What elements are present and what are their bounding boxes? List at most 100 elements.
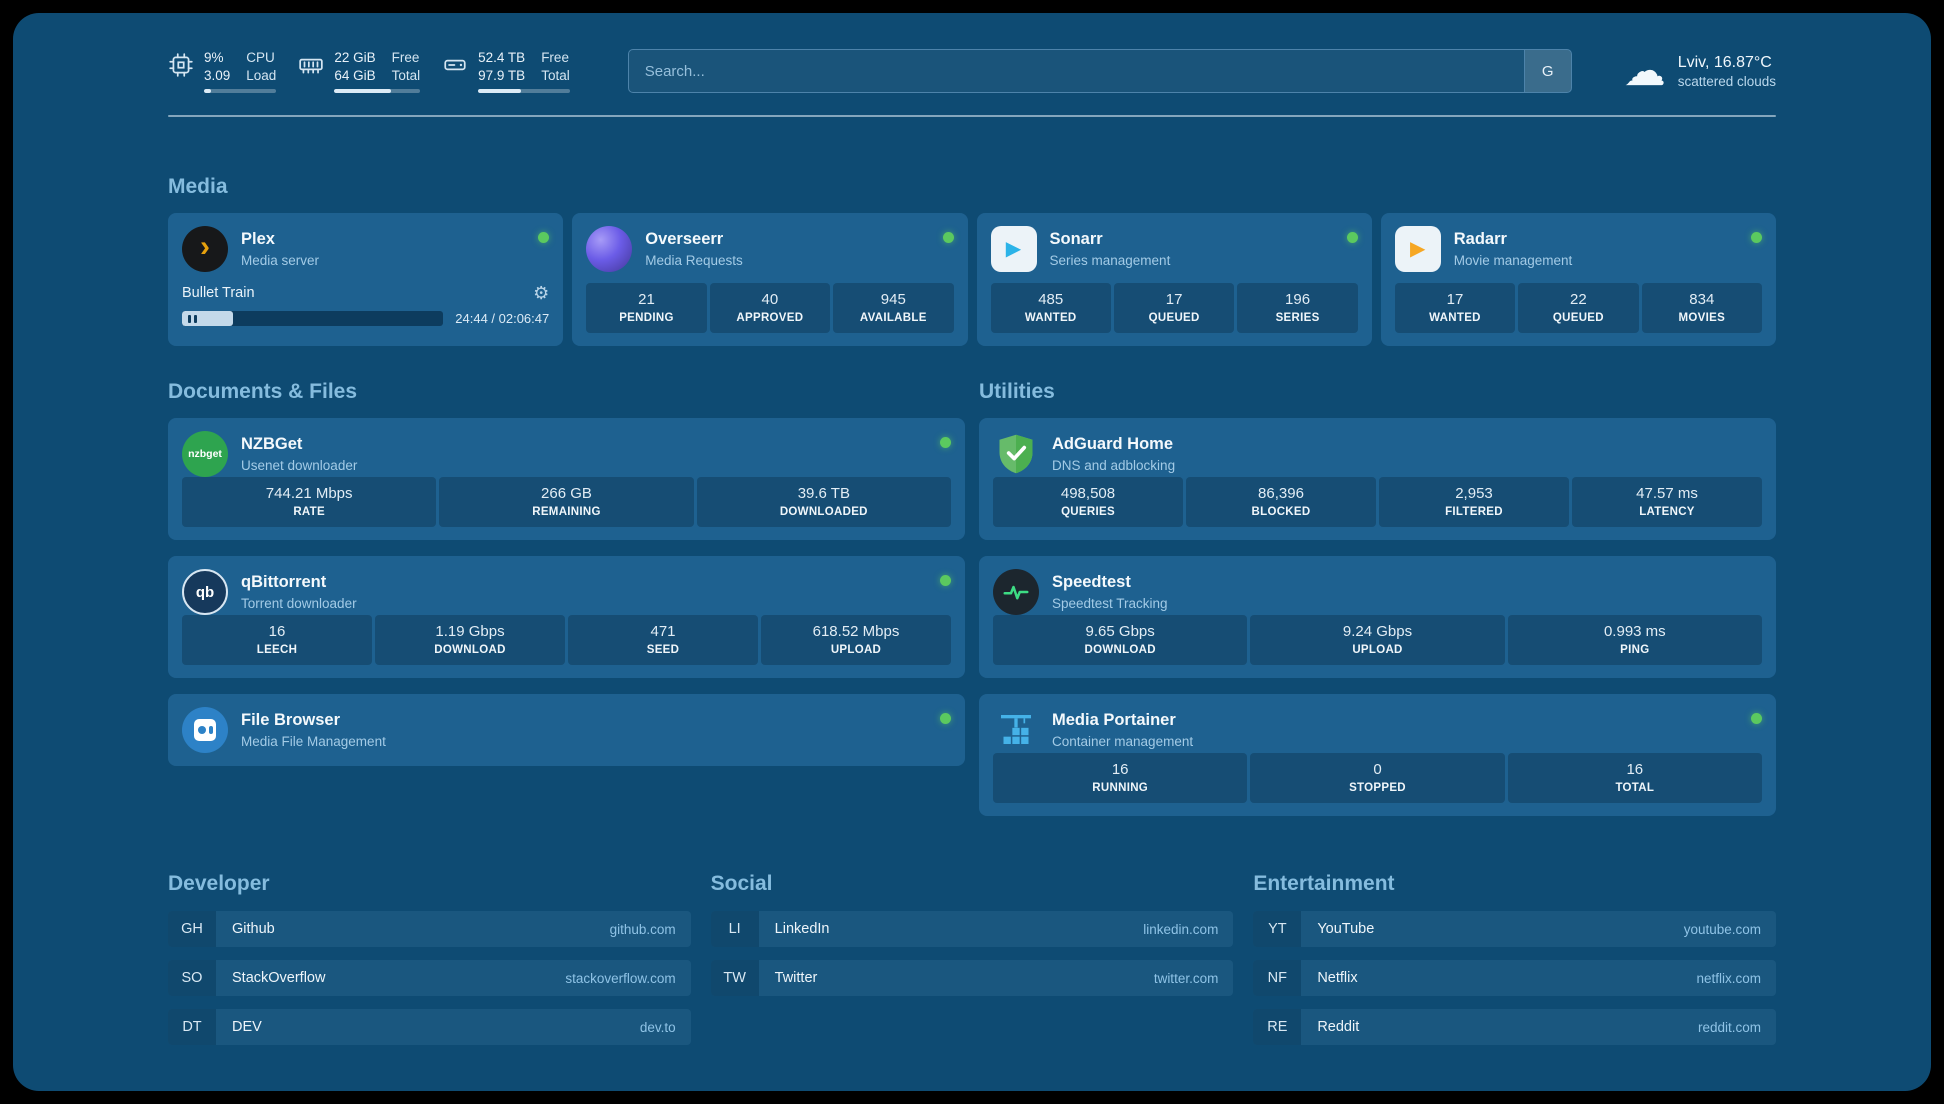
stat-stopped: 0 STOPPED [1250,753,1505,804]
playback-progress-bar[interactable] [182,311,444,327]
cpu-percent: 9% [204,50,224,65]
service-title: Radarr [1453,230,1507,249]
status-dot [942,232,954,244]
pause-icon[interactable] [188,314,197,323]
section-heading-media: Media [168,175,228,199]
bookmark-group-social: Social LI LinkedIn linkedin.com TW Twitt… [710,840,1234,997]
status-dot [1751,713,1762,725]
bookmark-netflix[interactable]: NF Netflix netflix.com [1253,960,1776,997]
bookmark-abbr: TW [710,960,759,997]
bookmark-stackoverflow[interactable]: SO StackOverflow stackoverflow.com [168,960,691,997]
cloud-icon: ☁ [1623,47,1666,95]
stat-blocked: 86,396 BLOCKED [1186,477,1376,528]
playback-time: 24:44 / 02:06:47 [455,311,550,327]
service-subtitle: Media server [241,252,320,268]
service-subtitle: Media File Management [241,733,386,749]
search-engine-button[interactable]: G [1523,50,1571,93]
service-title: Plex [241,230,275,249]
bookmark-abbr: SO [168,960,216,997]
stat-queued: 17 QUEUED [1113,283,1235,334]
bookmark-twitter[interactable]: TW Twitter twitter.com [710,960,1234,997]
stat-running: 16 RUNNING [993,753,1248,804]
nzbget-icon: nzbget [182,431,228,478]
service-subtitle: Usenet downloader [241,457,358,473]
service-title: NZBGet [241,435,303,454]
cpu-widget: 9% 3.09 CPU Load [168,49,277,94]
service-card-adguard[interactable]: AdGuard Home DNS and adblocking 498,508 … [979,418,1776,541]
stat-remaining: 266 GB REMAINING [439,477,694,528]
stat-approved: 40 APPROVED [709,283,831,334]
bookmark-linkedin[interactable]: LI LinkedIn linkedin.com [710,911,1234,948]
bookmark-name: YouTube [1317,921,1375,938]
stat-seed: 471 SEED [568,615,758,666]
section-heading-documents: Documents & Files [168,380,358,404]
weather-condition: scattered clouds [1677,73,1776,89]
weather-location: Lviv, 16.87°C [1677,53,1772,71]
cpu-load: 3.09 [204,67,231,83]
bookmark-group-developer: Developer GH Github github.com SO StackO… [168,840,691,1046]
utilities-column: Utilities AdGuard Home [979,346,1776,817]
bookmark-url: youtube.com [1683,921,1761,937]
service-title: File Browser [241,711,341,730]
gear-icon[interactable]: ⚙ [533,283,550,304]
bookmark-github[interactable]: GH Github github.com [168,911,691,948]
service-subtitle: Series management [1049,252,1171,268]
radarr-icon: ▶ [1394,226,1441,273]
service-card-filebrowser[interactable]: File Browser Media File Management [168,694,965,767]
plex-progress-fill [182,311,233,327]
service-card-plex[interactable]: › Plex Media server Bullet Train ⚙ 24:4 [168,213,564,347]
search-input[interactable] [628,50,1524,93]
service-card-portainer[interactable]: Media Portainer Container management 16 … [979,694,1776,817]
stat-queued: 22 QUEUED [1518,283,1639,334]
search-bar: G [627,49,1572,94]
stat-movies: 834 MOVIES [1641,283,1763,334]
bookmark-group-entertainment: Entertainment YT YouTube youtube.com NF … [1253,840,1776,1046]
bookmark-abbr: NF [1253,960,1302,997]
stat-available: 945 AVAILABLE [833,283,954,334]
service-card-radarr[interactable]: ▶ Radarr Movie management 17 WANTED 22 Q… [1380,213,1776,347]
sonarr-icon: ▶ [990,226,1037,273]
service-title: Overseerr [645,230,724,249]
media-card-row: › Plex Media server Bullet Train ⚙ 24:4 [168,213,1776,347]
service-card-sonarr[interactable]: ▶ Sonarr Series management 485 WANTED 17… [976,213,1372,347]
service-card-speedtest[interactable]: Speedtest Speedtest Tracking 9.65 Gbps D… [979,556,1776,679]
memory-label-top: Free [391,50,420,65]
bookmark-name: StackOverflow [232,970,326,987]
documents-column: Documents & Files nzbget NZBGet Usenet d… [168,346,965,767]
stat-series: 196 SERIES [1237,283,1358,334]
section-heading-entertainment: Entertainment [1253,872,1395,896]
portainer-icon [993,707,1039,753]
service-card-qbittorrent[interactable]: qb qBittorrent Torrent downloader 16 LEE… [168,556,965,679]
bookmark-url: linkedin.com [1143,921,1219,937]
stat-download: 9.65 Gbps DOWNLOAD [993,615,1248,666]
bookmark-url: netflix.com [1696,970,1761,986]
service-card-nzbget[interactable]: nzbget NZBGet Usenet downloader 744.21 M… [168,418,965,541]
dashboard: 9% 3.09 CPU Load 22 GiB [13,13,1931,1091]
adguard-icon [993,431,1039,477]
stat-upload: 618.52 Mbps UPLOAD [761,615,951,666]
top-bar: 9% 3.09 CPU Load 22 GiB [168,13,1776,95]
service-card-overseerr[interactable]: Overseerr Media Requests 21 PENDING 40 A… [572,213,968,347]
service-subtitle: Media Requests [645,252,743,268]
stat-wanted: 485 WANTED [990,283,1111,334]
disk-bar-fill [478,89,522,94]
disk-icon [444,59,466,71]
bookmark-url: github.com [609,921,676,937]
stat-rate: 744.21 Mbps RATE [182,477,437,528]
bookmark-url: twitter.com [1153,970,1219,986]
memory-free: 22 GiB [334,50,376,65]
service-title: AdGuard Home [1052,435,1174,454]
bookmark-name: Twitter [774,970,818,987]
bookmark-url: reddit.com [1697,1019,1761,1035]
stat-download: 1.19 Gbps DOWNLOAD [375,615,565,666]
bookmark-reddit[interactable]: RE Reddit reddit.com [1253,1009,1776,1046]
bookmark-dev[interactable]: DT DEV dev.to [168,1009,691,1046]
service-subtitle: DNS and adblocking [1052,457,1176,473]
memory-widget: 22 GiB 64 GiB Free Total [298,49,421,94]
disk-free: 52.4 TB [478,50,526,65]
disk-label-top: Free [541,50,569,65]
cpu-label-top: CPU [246,50,275,65]
bookmark-youtube[interactable]: YT YouTube youtube.com [1253,911,1776,948]
qbittorrent-icon: qb [182,569,228,616]
bookmark-abbr: GH [168,911,216,948]
